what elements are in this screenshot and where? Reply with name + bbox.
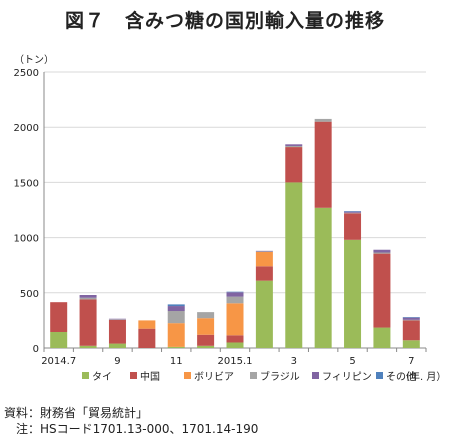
x-tick-label: 5 (349, 356, 355, 367)
bar-segment (197, 318, 215, 335)
bar-segment (108, 319, 126, 320)
x-tick-label: 9 (114, 356, 120, 367)
legend-swatch (312, 372, 319, 379)
bar-segment (402, 319, 420, 321)
bar-segment (79, 297, 97, 300)
bar-segment (226, 303, 244, 336)
bar-segment (108, 318, 126, 320)
bar-segment (197, 345, 215, 348)
legend-label: 中国 (140, 370, 160, 383)
bar-segment (255, 280, 273, 348)
bar-segment (167, 311, 185, 324)
x-tick-label: 2015.1 (218, 356, 253, 367)
bar-segment (373, 249, 391, 253)
chart-title: 図７ 含みつ糖の国別輸入量の推移 (64, 10, 385, 32)
bar-segment (344, 239, 362, 348)
legend-swatch (130, 372, 137, 379)
bar-segment (402, 340, 420, 348)
bar-segment (402, 317, 420, 318)
x-tick-label: 3 (291, 356, 297, 367)
bar-segment (314, 121, 332, 208)
bar-segment (255, 266, 273, 281)
bar-segment (167, 304, 185, 307)
bar-segment (226, 291, 244, 293)
legend-swatch (184, 372, 191, 379)
bar-segment (314, 118, 332, 122)
bar-segment (285, 144, 303, 146)
y-tick-label: 0 (33, 344, 39, 355)
bar-segment (402, 320, 420, 341)
bar-segment (314, 207, 332, 348)
bar-segment (285, 147, 303, 183)
bar-segment (167, 323, 185, 347)
bar-segment (285, 182, 303, 348)
legend-label: フィリピン (322, 371, 372, 383)
y-tick-label: 2500 (14, 68, 39, 79)
bar-segment (138, 320, 156, 329)
legend-label: その他 (386, 370, 416, 383)
legend-swatch (376, 372, 383, 379)
bar-segment (226, 342, 244, 348)
bar-segment (197, 334, 215, 346)
bar-segment (373, 252, 391, 254)
bar-segment (344, 211, 362, 212)
bar-segment (108, 343, 126, 348)
bar-segment (255, 250, 273, 252)
bar-segment (226, 335, 244, 343)
x-unit-label: （年. 月） (400, 370, 446, 383)
bar-segment (167, 306, 185, 312)
bar-segment (285, 145, 303, 148)
y-tick-label: 2000 (14, 123, 39, 134)
x-tick-label: 11 (170, 356, 183, 367)
source-note: 資料：財務省「貿易統計」 (4, 406, 149, 420)
y-tick-label: 1500 (14, 178, 39, 189)
bar-segment (344, 213, 362, 240)
x-tick-label: 2014.7 (41, 356, 76, 367)
bar-segment (108, 319, 126, 344)
bar-segment (344, 212, 362, 214)
bar-segment (79, 299, 97, 346)
legend-swatch (250, 372, 257, 379)
y-tick-label: 1000 (14, 234, 39, 245)
bar-segment (50, 302, 68, 332)
bar-segment (373, 327, 391, 348)
bar-segment (255, 251, 273, 252)
bar-segment (402, 317, 420, 320)
bar-segment (138, 328, 156, 348)
legend-label: ボリビア (194, 371, 234, 383)
legend-label: タイ (92, 371, 112, 383)
footnote: 注：HSコード1701.13-000、1701.14-190 (16, 422, 259, 436)
legend-label: ブラジル (260, 370, 300, 383)
y-unit-label: （トン） (14, 54, 54, 66)
legend-swatch (82, 372, 89, 379)
bar-segment (226, 296, 244, 304)
bar-segment (226, 292, 244, 297)
bar-segment (255, 251, 273, 267)
y-tick-label: 500 (20, 289, 39, 300)
bar-segment (79, 345, 97, 348)
bar-segment (197, 312, 215, 319)
bar-segment (344, 211, 362, 213)
bar-segment (373, 253, 391, 328)
bar-segment (79, 295, 97, 298)
x-tick-label: 7 (408, 356, 414, 367)
bar-segment (167, 346, 185, 348)
bar-segment (50, 331, 68, 348)
